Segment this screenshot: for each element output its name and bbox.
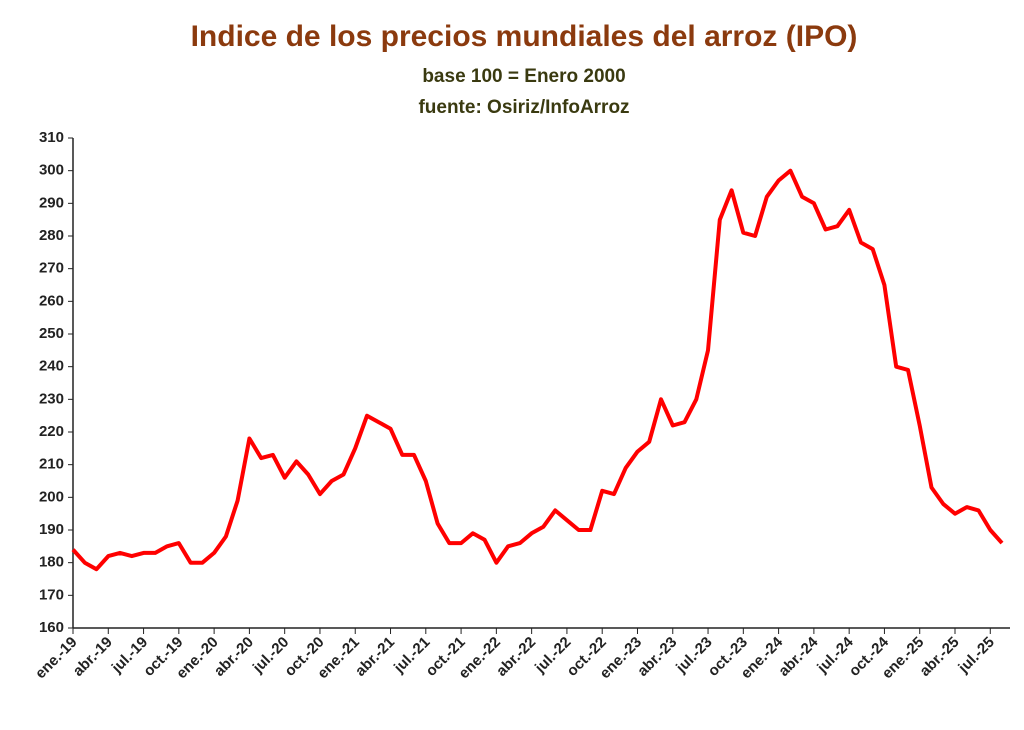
x-tick-label: jul.-25	[955, 634, 998, 677]
data-line	[71, 168, 1004, 572]
chart-subtitle: base 100 = Enero 2000	[422, 66, 625, 87]
y-tick-label: 220	[39, 423, 64, 440]
x-tick-label: ene.-19	[32, 634, 81, 683]
y-tick-label: 270	[39, 260, 64, 277]
y-tick-label: 170	[39, 586, 64, 603]
y-tick-label: 250	[39, 325, 64, 342]
x-tick-label: abr.-20	[211, 634, 257, 680]
x-tick-label: abr.-21	[352, 634, 398, 680]
y-tick-label: 210	[39, 456, 64, 473]
y-tick-label: 300	[39, 162, 64, 179]
chart-title: Indice de los precios mundiales del arro…	[191, 20, 858, 53]
x-tick-label: abr.-25	[916, 634, 962, 680]
y-tick-label: 230	[39, 390, 64, 407]
y-tick-label: 310	[39, 129, 64, 146]
y-tick-label: 290	[39, 194, 64, 211]
x-tick-label: abr.-22	[493, 634, 539, 680]
y-tick-label: 160	[39, 619, 64, 636]
y-tick-label: 280	[39, 227, 64, 244]
y-tick-label: 180	[39, 554, 64, 571]
x-tick-label: abr.-23	[634, 634, 680, 680]
y-tick-label: 240	[39, 358, 64, 375]
y-tick-label: 260	[39, 292, 64, 309]
y-tick-label: 190	[39, 521, 64, 538]
x-tick-label: abr.-19	[70, 634, 116, 680]
chart-source: fuente: Osiriz/InfoArroz	[418, 97, 629, 118]
y-tick-label: 200	[39, 488, 64, 505]
x-tick-label: abr.-24	[775, 633, 822, 680]
